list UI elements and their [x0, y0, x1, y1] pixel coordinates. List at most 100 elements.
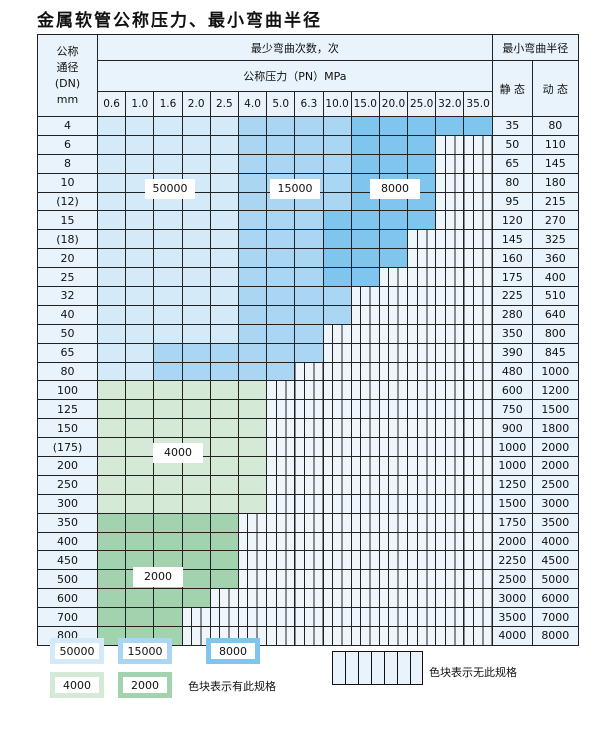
spec-cell-available [294, 210, 324, 231]
spec-cell-unavailable [407, 607, 437, 628]
dynamic-radius-cell: 4500 [531, 550, 579, 571]
legend-swatch-8000: 8000 [206, 638, 260, 664]
spec-cell-unavailable [378, 531, 409, 552]
dn-cell: 700 [37, 607, 98, 628]
table-row: (18) 145 325 [37, 229, 579, 250]
spec-cell-available [125, 134, 155, 155]
static-radius-cell: 480 [491, 361, 533, 382]
static-radius-cell: 35 [491, 116, 533, 136]
spec-cell-available [209, 512, 239, 533]
pressure-header: 公称压力（PN）MPa [97, 60, 493, 92]
spec-cell-unavailable [435, 172, 465, 193]
spec-cell-available [153, 493, 183, 514]
table-row: 500 2500 5000 [37, 569, 579, 590]
zone-label-4000: 4000 [153, 443, 203, 463]
spec-cell-available [209, 418, 239, 439]
spec-cell-unavailable [322, 342, 352, 363]
spec-cell-unavailable [407, 626, 437, 646]
spec-cell-unavailable [435, 134, 465, 155]
spec-cell-available [96, 116, 127, 136]
legend-swatch-15000: 15000 [118, 638, 172, 664]
spec-cell-available [96, 550, 127, 571]
spec-cell-available [322, 153, 352, 174]
spec-cell-unavailable [209, 607, 239, 628]
spec-cell-unavailable [463, 531, 493, 552]
spec-cell-unavailable [407, 418, 437, 439]
spec-cell-available [96, 210, 127, 231]
spec-cell-unavailable [407, 229, 437, 250]
spec-cell-unavailable [350, 474, 380, 495]
spec-cell-unavailable [266, 456, 296, 476]
dn-cell: 65 [37, 342, 98, 363]
spec-cell-unavailable [322, 626, 352, 646]
spec-cell-unavailable [378, 474, 409, 495]
spec-cell-available [96, 172, 127, 193]
spec-cell-unavailable [378, 361, 409, 382]
spec-cell-available [237, 304, 268, 325]
spec-cell-available [96, 248, 127, 269]
spec-cell-unavailable [435, 569, 465, 590]
spec-cell-available [209, 531, 239, 552]
spec-cell-available [266, 361, 296, 382]
legend-hatched-swatch [332, 651, 423, 685]
spec-cell-unavailable [322, 323, 352, 344]
spec-cell-unavailable [435, 248, 465, 269]
spec-cell-available [209, 493, 239, 514]
zone-label-8000: 8000 [370, 179, 420, 199]
spec-cell-available [153, 286, 183, 306]
table-row: 350 1750 3500 [37, 512, 579, 533]
dn-cell: (18) [37, 229, 98, 250]
spec-cell-available [181, 531, 211, 552]
spec-cell-unavailable [350, 531, 380, 552]
spec-cell-available [237, 399, 268, 420]
spec-cell-unavailable [350, 512, 380, 533]
spec-cell-available [153, 116, 183, 136]
legend-no-spec-text: 色块表示无此规格 [429, 666, 517, 679]
spec-cell-available [237, 134, 268, 155]
spec-cell-available [96, 569, 127, 590]
dn-cell: 15 [37, 210, 98, 231]
spec-cell-unavailable [407, 569, 437, 590]
spec-cell-available [294, 323, 324, 344]
spec-cell-available [153, 134, 183, 155]
spec-cell-available [125, 607, 155, 628]
spec-cell-available [181, 588, 211, 609]
dn-cell: 10 [37, 172, 98, 193]
spec-cell-available [209, 229, 239, 250]
table-row: 250 1250 2500 [37, 474, 579, 495]
spec-cell-unavailable [378, 626, 409, 646]
table-row: 50 350 800 [37, 323, 579, 344]
spec-cell-available [322, 210, 352, 231]
spec-cell-unavailable [350, 380, 380, 401]
spec-cell-available [181, 418, 211, 439]
spec-cell-available [266, 304, 296, 325]
spec-cell-available [266, 342, 296, 363]
spec-cell-unavailable [294, 399, 324, 420]
spec-cell-available [463, 116, 493, 136]
spec-cell-available [209, 323, 239, 344]
pressure-column-header: 4.0 [237, 91, 268, 117]
spec-cell-unavailable [350, 626, 380, 646]
spec-cell-available [237, 342, 268, 363]
static-radius-cell: 1000 [491, 456, 533, 476]
spec-cell-unavailable [435, 550, 465, 571]
pressure-column-header: 1.6 [153, 91, 183, 117]
spec-cell-available [125, 210, 155, 231]
dn-cell: 400 [37, 531, 98, 552]
spec-cell-available [96, 286, 127, 306]
spec-cell-available [153, 380, 183, 401]
dynamic-radius-cell: 360 [531, 248, 579, 269]
dn-header: 公称 通径 (DN) mm [37, 34, 98, 117]
spec-cell-unavailable [463, 361, 493, 382]
spec-cell-available [209, 474, 239, 495]
spec-cell-unavailable [407, 531, 437, 552]
spec-cell-unavailable [350, 323, 380, 344]
spec-cell-unavailable [322, 550, 352, 571]
spec-cell-unavailable [322, 588, 352, 609]
spec-cell-available [266, 210, 296, 231]
spec-cell-unavailable [463, 456, 493, 476]
spec-cell-unavailable [407, 550, 437, 571]
table-row: 15 120 270 [37, 210, 579, 231]
dn-cell: (175) [37, 437, 98, 458]
spec-cell-available [181, 248, 211, 269]
